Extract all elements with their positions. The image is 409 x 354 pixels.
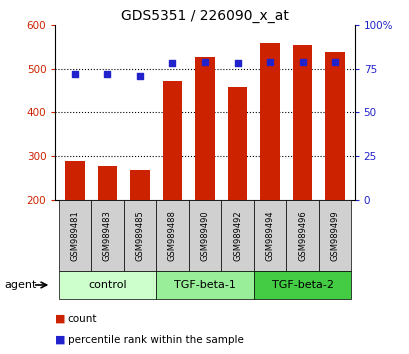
Bar [253, 271, 351, 299]
Point [234, 61, 240, 66]
Bar [227, 87, 247, 200]
Text: GSM989496: GSM989496 [297, 210, 306, 261]
Bar [130, 170, 149, 200]
Text: percentile rank within the sample: percentile rank within the sample [67, 335, 243, 345]
Point [72, 71, 78, 77]
Text: TGF-beta-2: TGF-beta-2 [271, 280, 333, 290]
Text: GSM989481: GSM989481 [70, 210, 79, 261]
Point [104, 71, 110, 77]
Bar [97, 166, 117, 200]
Bar [162, 81, 182, 200]
Bar [221, 200, 253, 271]
Text: GSM989488: GSM989488 [168, 210, 177, 261]
Bar [124, 200, 156, 271]
Bar [65, 161, 84, 200]
Bar [195, 57, 214, 200]
Text: GSM989499: GSM989499 [330, 210, 339, 261]
Bar [156, 200, 188, 271]
Bar [292, 45, 312, 200]
Text: ■: ■ [55, 335, 66, 345]
Text: GSM989485: GSM989485 [135, 210, 144, 261]
Bar [58, 271, 156, 299]
Point [136, 73, 143, 79]
Bar [260, 43, 279, 200]
Bar [156, 271, 253, 299]
Bar [318, 200, 351, 271]
Text: GSM989483: GSM989483 [103, 210, 112, 261]
Point [169, 61, 175, 66]
Bar [58, 200, 91, 271]
Text: agent: agent [4, 280, 36, 290]
Bar [188, 200, 221, 271]
Text: control: control [88, 280, 126, 290]
Text: TGF-beta-1: TGF-beta-1 [174, 280, 235, 290]
Bar [253, 200, 285, 271]
Point [201, 59, 208, 64]
Text: GDS5351 / 226090_x_at: GDS5351 / 226090_x_at [121, 9, 288, 23]
Bar [325, 52, 344, 200]
Text: count: count [67, 314, 97, 324]
Bar [285, 200, 318, 271]
Point [299, 59, 305, 64]
Bar [91, 200, 124, 271]
Text: GSM989494: GSM989494 [265, 210, 274, 261]
Text: GSM989492: GSM989492 [232, 210, 241, 261]
Point [331, 59, 337, 64]
Text: ■: ■ [55, 314, 66, 324]
Text: GSM989490: GSM989490 [200, 210, 209, 261]
Point [266, 59, 273, 64]
